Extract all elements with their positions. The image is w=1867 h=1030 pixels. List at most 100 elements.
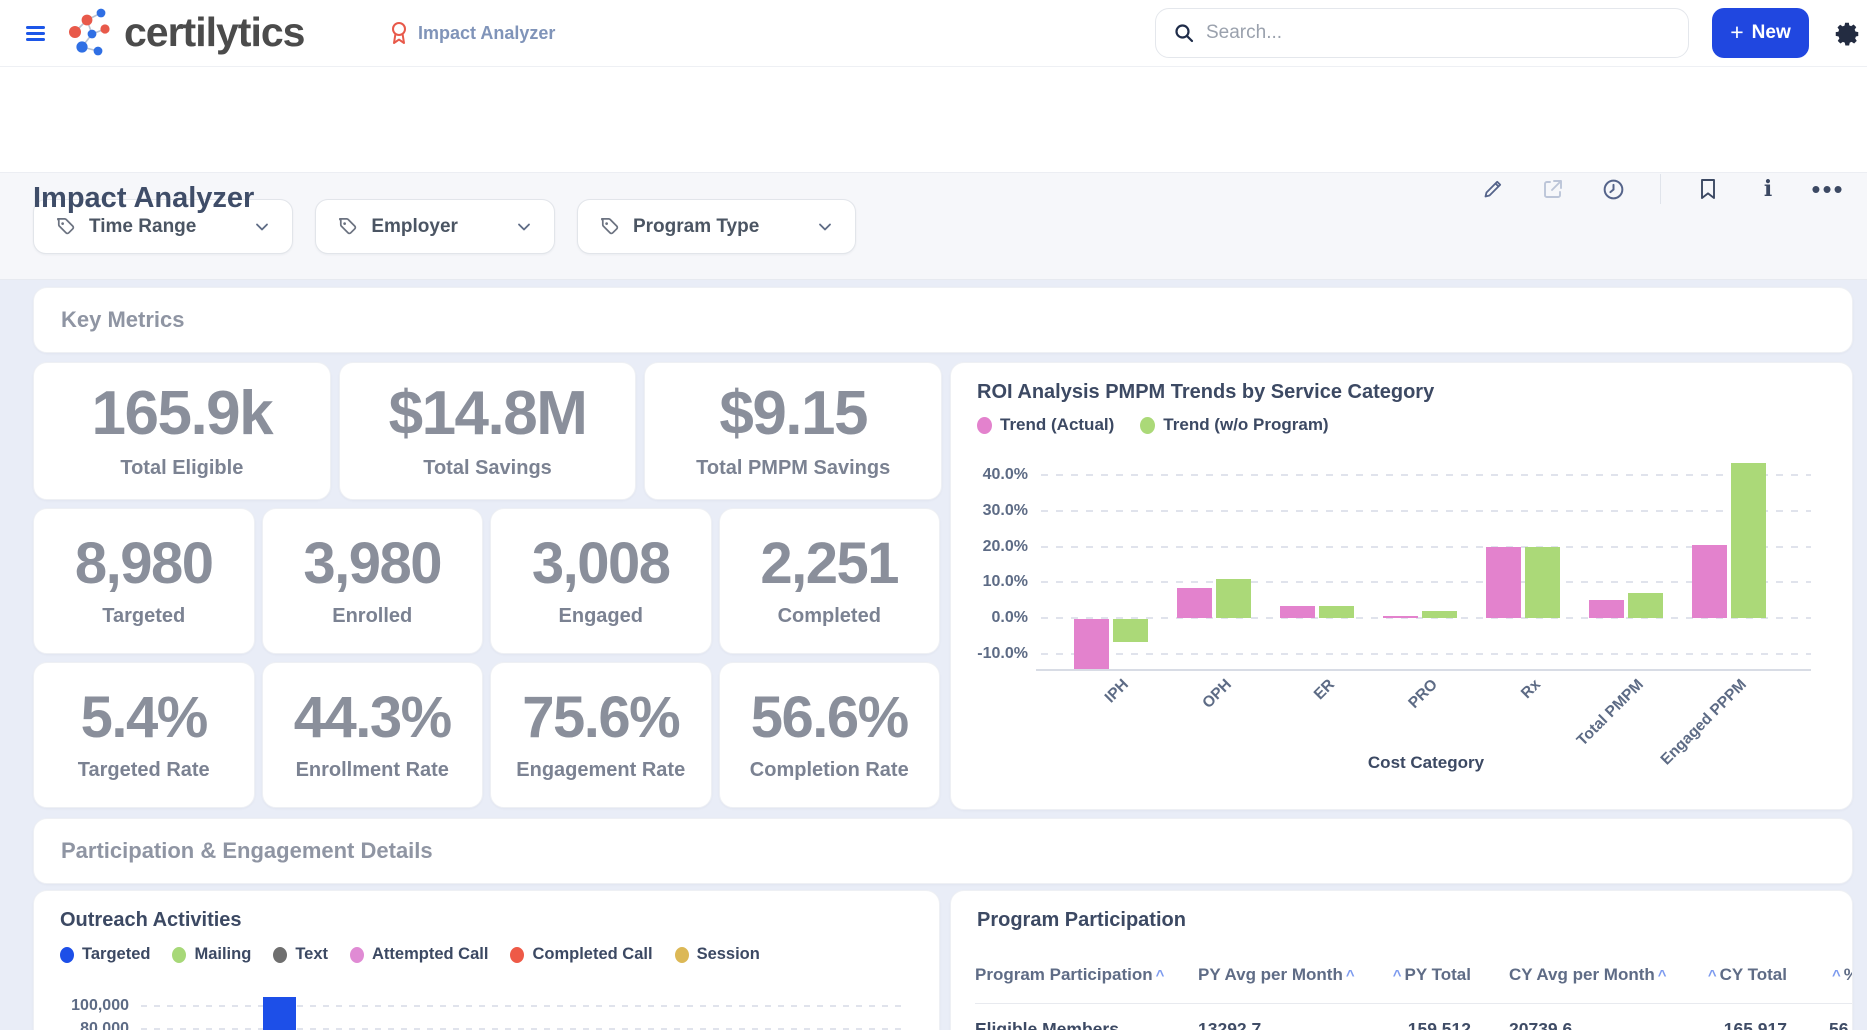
section-key-metrics: Key Metrics	[33, 287, 1853, 353]
bar-engaged-pppm-actual[interactable]	[1692, 545, 1727, 618]
info-icon[interactable]: i	[1755, 176, 1781, 202]
sort-caret-icon: ^	[1153, 967, 1168, 984]
certilytics-logo[interactable]: certilytics	[64, 6, 304, 58]
program-table-title: Program Participation	[977, 909, 1186, 932]
breadcrumb-label: Impact Analyzer	[418, 23, 555, 44]
gridline	[1041, 474, 1811, 476]
sort-caret-icon: ^	[1829, 967, 1844, 984]
filter-chip-employer[interactable]: Employer	[315, 199, 555, 254]
x-tick-label: Total PMPM	[1574, 676, 1648, 750]
metric-label: Targeted	[102, 605, 185, 628]
metric-value: 75.6%	[522, 689, 679, 747]
metric-card-completed: 2,251 Completed	[719, 508, 941, 654]
plus-icon: +	[1730, 19, 1743, 46]
bar-oph-wo-program[interactable]	[1216, 579, 1251, 618]
bar-iph-actual[interactable]	[1074, 619, 1109, 669]
metric-value: 3,980	[303, 535, 441, 593]
y-tick-label: 40.0%	[951, 465, 1028, 485]
program-participation-card: Program Participation Program Participat…	[950, 890, 1853, 1030]
bar-engaged-pppm-wo-program[interactable]	[1731, 463, 1766, 618]
table-cell: 159,512	[1331, 1019, 1471, 1030]
column-header-program-participation[interactable]: Program Participation^	[975, 965, 1195, 991]
breadcrumb[interactable]: Impact Analyzer	[388, 20, 555, 46]
share-external-link-icon[interactable]	[1540, 176, 1566, 202]
bar-er-actual[interactable]	[1280, 606, 1315, 618]
y-tick-label: 100,000	[34, 996, 129, 1016]
page-title: Impact Analyzer	[33, 182, 254, 215]
metric-label: Total Savings	[423, 457, 552, 480]
chevron-down-icon	[514, 217, 534, 237]
metric-value: 8,980	[75, 535, 213, 593]
metric-value: 2,251	[760, 535, 898, 593]
filter-chip-label: Employer	[371, 216, 458, 238]
history-clock-icon[interactable]	[1600, 176, 1626, 202]
bar-oph-actual[interactable]	[1177, 588, 1212, 618]
metric-label: Completion Rate	[750, 759, 909, 782]
metric-label: Enrolled	[332, 605, 412, 628]
metric-label: Targeted Rate	[78, 759, 210, 782]
chevron-down-icon	[815, 217, 835, 237]
bar-er-wo-program[interactable]	[1319, 606, 1354, 618]
edit-pencil-icon[interactable]	[1480, 176, 1506, 202]
x-tick-label: ER	[1311, 676, 1339, 704]
tag-icon	[336, 215, 359, 238]
bar-iph-wo-program[interactable]	[1113, 619, 1148, 642]
metric-label: Total PMPM Savings	[696, 457, 890, 480]
metric-card-targeted: 8,980 Targeted	[33, 508, 255, 654]
bar-targeted[interactable]	[263, 997, 296, 1030]
new-button[interactable]: + New	[1712, 8, 1809, 58]
metric-value: 44.3%	[294, 689, 451, 747]
metric-row-1: 165.9kTotal Eligible$14.8MTotal Savings$…	[33, 362, 942, 500]
x-axis-line	[1036, 669, 1811, 671]
settings-gear-icon[interactable]	[1832, 18, 1864, 50]
menu-hamburger-icon[interactable]	[26, 21, 48, 45]
toolbar-divider	[1660, 174, 1661, 204]
metric-row-2: 8,980Targeted3,980Enrolled3,008Engaged2,…	[33, 508, 940, 654]
metric-value: 165.9k	[92, 383, 273, 445]
outreach-chart-plot: 100,00080,000	[34, 891, 939, 1030]
gridline	[1041, 510, 1811, 512]
filter-chip-label: Program Type	[633, 216, 759, 238]
table-cell: 165,917	[1647, 1019, 1787, 1030]
filter-chip-program-type[interactable]: Program Type	[577, 199, 856, 254]
bar-pro-wo-program[interactable]	[1422, 611, 1457, 618]
metric-card-targeted-rate: 5.4% Targeted Rate	[33, 662, 255, 808]
section-title: Key Metrics	[61, 307, 185, 333]
bookmark-icon[interactable]	[1695, 176, 1721, 202]
metric-value: 5.4%	[81, 689, 207, 747]
chevron-down-icon	[252, 217, 272, 237]
y-tick-label: 0.0%	[951, 608, 1028, 628]
bar-total-pmpm-actual[interactable]	[1589, 600, 1624, 618]
roi-chart-plot: 40.0%30.0%20.0%10.0%0.0%-10.0%IPHOPHERPR…	[951, 363, 1852, 809]
metric-label: Total Eligible	[120, 457, 243, 480]
top-app-bar: certilytics Impact Analyzer + New	[0, 0, 1867, 66]
page-toolbar: i •••	[1480, 174, 1841, 204]
metric-label: Engaged	[559, 605, 643, 628]
metric-card-engaged: 3,008Engaged	[490, 508, 712, 654]
search-input[interactable]	[1206, 22, 1672, 44]
x-tick-label: IPH	[1102, 676, 1133, 707]
tag-icon	[54, 215, 77, 238]
column-header-cy-total[interactable]: ^CY Total	[1647, 965, 1787, 991]
bar-rx-actual[interactable]	[1486, 547, 1521, 618]
more-ellipsis-icon[interactable]: •••	[1815, 176, 1841, 202]
bar-pro-actual[interactable]	[1383, 616, 1418, 618]
bar-rx-wo-program[interactable]	[1525, 547, 1560, 618]
metric-label: Completed	[778, 605, 881, 628]
metric-card-enrollment-rate: 44.3%Enrollment Rate	[262, 662, 484, 808]
gridline	[1041, 653, 1811, 655]
metric-value: $14.8M	[389, 383, 587, 445]
column-header-%[interactable]: ^%	[1829, 965, 1851, 991]
table-cell: 56	[1829, 1019, 1851, 1030]
bar-total-pmpm-wo-program[interactable]	[1628, 593, 1663, 618]
column-header-py-total[interactable]: ^PY Total	[1331, 965, 1471, 991]
search-icon	[1172, 21, 1196, 45]
section-title: Participation & Engagement Details	[61, 838, 433, 864]
table-cell: Eligible Members	[975, 1019, 1195, 1030]
x-tick-label: PRO	[1405, 676, 1441, 712]
page-header: Impact Analyzer i •••	[0, 66, 1867, 172]
logo-wordmark: certilytics	[124, 9, 304, 56]
metric-card-total-savings: $14.8M Total Savings	[339, 362, 637, 500]
roi-chart-card: ROI Analysis PMPM Trends by Service Cate…	[950, 362, 1853, 810]
metric-card-total-pmpm-savings: $9.15Total PMPM Savings	[644, 362, 942, 500]
